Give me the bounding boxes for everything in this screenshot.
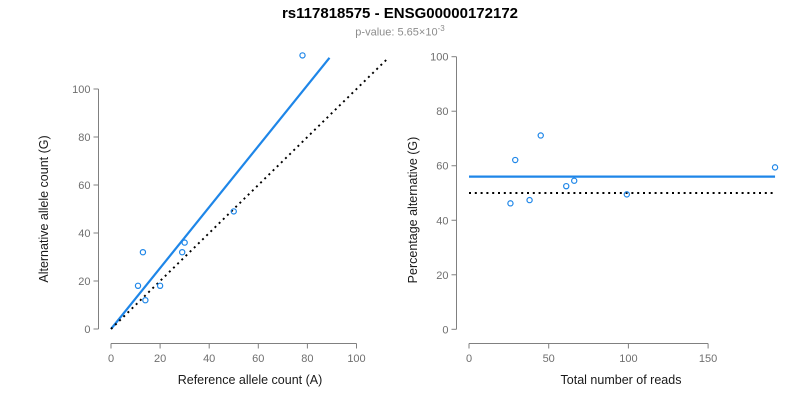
allele-counts-scatter: 0 20 40 60 80 100 0 20 40 60 80 100 Reference allele… — [37, 52, 390, 387]
y-axis-title: Percentage alternative (G) — [406, 137, 420, 284]
page-title: rs117818575 - ENSG00000172172 — [281, 5, 519, 22]
data-point — [563, 182, 570, 190]
pvalue-exponent: -3 — [437, 24, 445, 33]
x-tick-label: 20 — [154, 353, 166, 365]
identity-line — [110, 57, 390, 330]
x-tick-label: 60 — [252, 353, 264, 365]
x-tick-label: 150 — [699, 353, 717, 365]
y-tick-label: 40 — [78, 228, 90, 240]
data-point — [771, 164, 779, 171]
y-axis-title: Alternative allele count (G) — [37, 135, 51, 282]
y-tick-label: 80 — [78, 132, 90, 144]
data-point — [571, 177, 578, 184]
data-point — [178, 248, 186, 256]
x-tick-label: 100 — [619, 353, 637, 365]
x-tick-label: 0 — [108, 353, 114, 365]
data-point — [299, 52, 306, 59]
y-tick-label: 0 — [84, 324, 90, 336]
y-tick-label: 60 — [78, 180, 90, 192]
data-point — [230, 208, 237, 215]
data-point — [139, 248, 147, 256]
regression-fit-line — [110, 57, 331, 330]
pvalue-subtitle: p-value: 5.65×10-3 — [0, 24, 800, 39]
data-point — [537, 132, 544, 139]
data-point — [181, 239, 188, 246]
x-tick-label: 40 — [203, 353, 215, 365]
y-tick-label: 20 — [78, 276, 90, 288]
x-axis-title: Reference allele count (A) — [178, 373, 323, 387]
data-point — [623, 191, 631, 198]
y-tick-label: 20 — [436, 270, 448, 282]
data-point — [526, 196, 533, 204]
y-tick-label: 60 — [436, 161, 448, 173]
data-point — [156, 282, 164, 289]
data-point — [507, 200, 514, 207]
x-tick-label: 50 — [543, 353, 555, 365]
x-tick-label: 100 — [347, 353, 365, 365]
x-tick-label: 80 — [301, 353, 313, 365]
x-axis-title: Total number of reads — [561, 373, 682, 387]
y-tick-label: 80 — [436, 106, 448, 118]
x-tick-label: 0 — [466, 353, 472, 365]
y-tick-label: 100 — [72, 84, 90, 96]
percentage-vs-reads-scatter: 0 20 40 60 80 100 0 50 100 150 Total number of rea… — [406, 52, 779, 387]
data-point — [512, 156, 519, 164]
y-tick-label: 100 — [430, 52, 448, 64]
y-tick-label: 0 — [442, 324, 448, 336]
data-point — [134, 282, 142, 289]
y-tick-label: 40 — [436, 215, 448, 227]
pvalue-text: p-value: 5.65×10 — [355, 26, 438, 39]
data-point — [142, 297, 149, 304]
